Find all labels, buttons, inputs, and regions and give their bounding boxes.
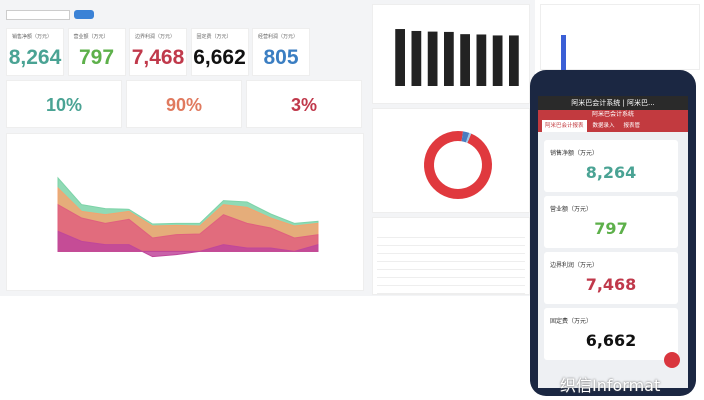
kpi-label: 营业额（万元）	[73, 34, 109, 40]
phone-card: 销售净额（万元） 8,264	[544, 140, 678, 192]
phone-cards: 销售净额（万元） 8,264 营业额（万元） 797 边界利润（万元） 7,468 固定费（…	[538, 136, 688, 388]
phone-card-value: 7,468	[585, 275, 637, 294]
ratio-card: 90%	[126, 80, 242, 128]
table-row	[377, 278, 525, 286]
phone-card-value: 6,662	[585, 331, 637, 350]
ratio-value: 3%	[290, 95, 317, 115]
phone-tabs: 阿米巴会计报表 数据录入 报表管	[538, 120, 688, 132]
kpi-card: 边界利润（万元） 7,468	[129, 28, 187, 76]
phone-card-value: 8,264	[585, 163, 637, 182]
ratio-card: 3%	[246, 80, 362, 128]
bar	[427, 31, 438, 87]
phone-card-label: 销售净额（万元）	[550, 150, 599, 157]
table-row	[377, 230, 525, 238]
table-row	[377, 270, 525, 278]
table-row	[377, 262, 525, 270]
phone-screen: 阿米巴会计系统 | 阿米巴... 阿米巴会计系统 阿米巴会计报表 数据录入 报表管 …	[538, 96, 688, 388]
ratio-value: 90%	[165, 95, 203, 115]
kpi-card: 营业额（万元） 797	[67, 28, 126, 76]
phone: 阿米巴会计系统 | 阿米巴... 阿米巴会计系统 阿米巴会计报表 数据录入 报表管 …	[530, 70, 696, 396]
phone-banner: 阿米巴会计系统	[538, 110, 688, 120]
phone-card-value: 797	[594, 219, 628, 238]
kpi-value: 6,662	[193, 46, 246, 69]
phone-card: 边界利润（万元） 7,468	[544, 252, 678, 304]
phone-tab[interactable]: 数据录入	[592, 123, 615, 129]
area-series	[57, 230, 319, 258]
table-row	[377, 238, 525, 246]
bar	[492, 35, 503, 86]
search-button[interactable]	[74, 10, 94, 19]
bar	[460, 34, 470, 86]
kpi-label: 边界利润（万元）	[135, 34, 176, 40]
table-row	[377, 286, 525, 294]
phone-tab[interactable]: 报表管	[623, 123, 641, 129]
search-box[interactable]	[6, 10, 70, 20]
phone-card-label: 营业额（万元）	[550, 206, 593, 213]
side-panel	[540, 4, 700, 71]
bar	[411, 30, 422, 86]
table-row	[377, 254, 525, 262]
kpi-card: 固定费（万元） 6,662	[190, 28, 249, 76]
donut-slice	[465, 132, 472, 143]
bar	[444, 31, 454, 87]
phone-card: 固定费（万元） 6,662	[544, 308, 678, 360]
kpi-label: 经营利润（万元）	[258, 34, 299, 40]
kpi-value: 797	[78, 46, 115, 69]
ratio-card: 10%	[6, 80, 122, 128]
kpi-card: 销售净额（万元） 8,264	[6, 28, 64, 76]
table-panel	[372, 217, 530, 295]
kpi-value: 8,264	[8, 46, 62, 69]
ratio-value: 10%	[45, 95, 83, 115]
donut-slice	[461, 131, 470, 143]
phone-card-label: 边界利润（万元）	[550, 262, 599, 269]
bar	[509, 35, 519, 86]
kpi-card: 经营利润（万元） 805	[252, 28, 310, 76]
phone-header: 阿米巴会计系统 | 阿米巴...	[538, 96, 688, 110]
kpi-label: 固定费（万元）	[196, 34, 232, 40]
donut-slice	[424, 131, 492, 199]
fab[interactable]	[664, 352, 680, 368]
kpi-value: 7,468	[131, 46, 185, 69]
table-row	[377, 246, 525, 254]
bar	[476, 34, 487, 86]
bar	[395, 29, 405, 86]
side-bar	[561, 35, 566, 71]
phone-tab[interactable]: 阿米巴会计报表	[542, 120, 587, 132]
kpi-value: 805	[263, 46, 299, 69]
phone-card: 营业额（万元） 797	[544, 196, 678, 248]
kpi-label: 销售净额（万元）	[12, 34, 53, 40]
watermark: 织信Informat	[560, 376, 661, 395]
phone-card-label: 固定费（万元）	[550, 318, 593, 325]
